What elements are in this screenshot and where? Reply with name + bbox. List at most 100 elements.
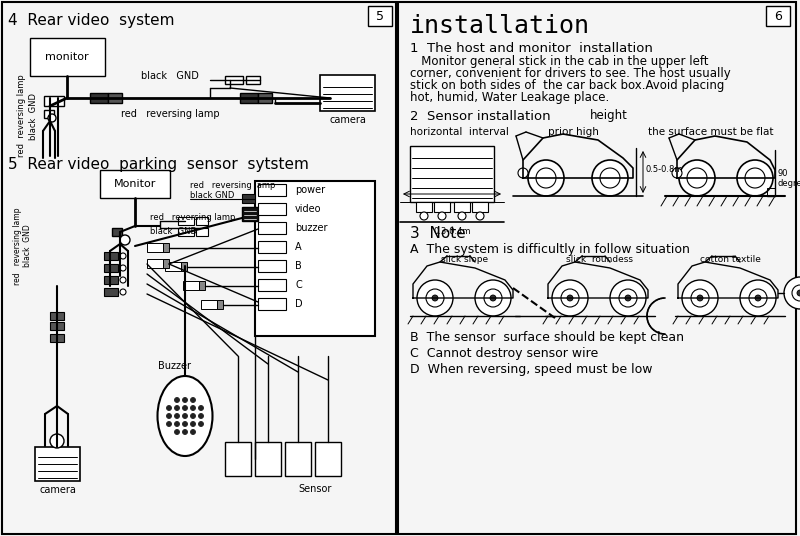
- Circle shape: [174, 429, 179, 435]
- Circle shape: [458, 212, 466, 220]
- Circle shape: [420, 212, 428, 220]
- Text: 5  Rear video  parking  sensor  sytstem: 5 Rear video parking sensor sytstem: [8, 157, 309, 172]
- Circle shape: [490, 295, 496, 301]
- Text: Sensor: Sensor: [298, 484, 332, 494]
- Bar: [225, 442, 251, 476]
- Text: 2  Sensor installation: 2 Sensor installation: [410, 109, 550, 123]
- Circle shape: [120, 289, 126, 295]
- Text: red   reversing lamp: red reversing lamp: [14, 207, 22, 285]
- Circle shape: [536, 168, 556, 188]
- Circle shape: [174, 421, 179, 427]
- Text: D: D: [295, 299, 302, 309]
- Text: prior high: prior high: [548, 127, 599, 137]
- Text: 1  The host and monitor  installation: 1 The host and monitor installation: [410, 41, 653, 55]
- Bar: [108, 93, 122, 103]
- Bar: [242, 194, 255, 203]
- Text: red   reversing lamp: red reversing lamp: [190, 182, 275, 190]
- Bar: [30, 38, 105, 76]
- Bar: [44, 110, 54, 118]
- Text: monitor: monitor: [45, 52, 89, 62]
- Circle shape: [120, 277, 126, 283]
- Bar: [255, 181, 375, 336]
- Text: horizontal  interval: horizontal interval: [410, 127, 509, 137]
- Text: slick slope: slick slope: [442, 256, 489, 264]
- Circle shape: [417, 280, 453, 316]
- Text: 3  Note: 3 Note: [410, 226, 466, 241]
- Circle shape: [600, 168, 620, 188]
- Circle shape: [672, 168, 682, 178]
- Circle shape: [755, 295, 761, 301]
- Circle shape: [625, 295, 631, 301]
- Circle shape: [740, 280, 776, 316]
- Text: Monitor: Monitor: [114, 179, 156, 189]
- Bar: [2, 2, 396, 534]
- Circle shape: [182, 421, 187, 427]
- Text: red   reversing lamp: red reversing lamp: [150, 213, 235, 222]
- Bar: [104, 276, 118, 284]
- Text: cotton textile: cotton textile: [699, 256, 761, 264]
- Circle shape: [174, 406, 179, 411]
- Circle shape: [784, 277, 800, 309]
- Circle shape: [476, 212, 484, 220]
- Text: slick  roundess: slick roundess: [566, 256, 634, 264]
- Bar: [201, 300, 217, 309]
- Circle shape: [48, 114, 56, 122]
- Text: power: power: [295, 185, 325, 195]
- Circle shape: [745, 168, 765, 188]
- Text: A  The system is difficultly in follow situation: A The system is difficultly in follow si…: [410, 243, 690, 257]
- Text: video: video: [295, 204, 322, 214]
- Bar: [183, 281, 199, 290]
- Bar: [242, 207, 258, 221]
- Circle shape: [792, 285, 800, 301]
- Circle shape: [198, 421, 203, 427]
- Bar: [44, 96, 64, 106]
- Circle shape: [166, 406, 171, 411]
- Bar: [766, 6, 790, 26]
- Text: D  When reversing, speed must be low: D When reversing, speed must be low: [410, 363, 653, 376]
- Bar: [410, 146, 494, 202]
- Circle shape: [737, 160, 773, 196]
- Bar: [217, 300, 223, 309]
- Bar: [50, 312, 64, 320]
- Circle shape: [198, 413, 203, 419]
- Circle shape: [190, 429, 195, 435]
- Text: installation: installation: [410, 14, 590, 38]
- Text: 6: 6: [774, 10, 782, 23]
- Circle shape: [182, 429, 187, 435]
- Circle shape: [687, 168, 707, 188]
- Bar: [225, 76, 243, 84]
- Text: corner, convenient for drivers to see. The host usually: corner, convenient for drivers to see. T…: [410, 68, 730, 80]
- Circle shape: [567, 295, 573, 301]
- Circle shape: [166, 413, 171, 419]
- Circle shape: [190, 398, 195, 403]
- Bar: [90, 93, 108, 103]
- Bar: [147, 259, 163, 268]
- Bar: [315, 442, 341, 476]
- Bar: [472, 202, 488, 212]
- Circle shape: [679, 160, 715, 196]
- Circle shape: [475, 280, 511, 316]
- Bar: [100, 170, 170, 198]
- Text: B: B: [295, 261, 302, 271]
- Circle shape: [426, 289, 444, 307]
- Circle shape: [174, 413, 179, 419]
- Circle shape: [120, 235, 130, 245]
- Bar: [50, 334, 64, 342]
- Text: red   reversing lamp: red reversing lamp: [121, 109, 219, 119]
- Circle shape: [198, 406, 203, 411]
- Bar: [112, 228, 122, 236]
- Circle shape: [561, 289, 579, 307]
- Circle shape: [592, 160, 628, 196]
- Circle shape: [438, 212, 446, 220]
- Text: 90: 90: [777, 168, 787, 177]
- Circle shape: [691, 289, 709, 307]
- Bar: [258, 184, 286, 196]
- Text: 0.3-0.4m: 0.3-0.4m: [434, 227, 470, 236]
- Bar: [454, 202, 470, 212]
- Text: black  GND: black GND: [150, 227, 197, 236]
- Bar: [258, 241, 286, 253]
- Bar: [163, 259, 169, 268]
- Circle shape: [120, 265, 126, 271]
- Circle shape: [432, 295, 438, 301]
- Bar: [196, 228, 208, 236]
